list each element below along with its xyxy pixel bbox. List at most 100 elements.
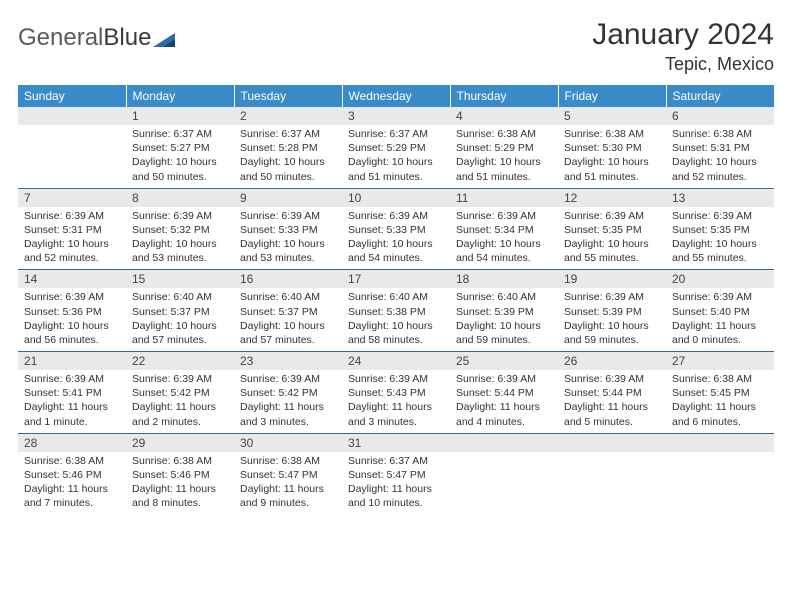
daylight-text-2: and 52 minutes. (672, 170, 768, 184)
day-number: 15 (126, 270, 234, 288)
daylight-text-2: and 50 minutes. (240, 170, 336, 184)
calendar-cell: 20 Sunrise: 6:39 AMSunset: 5:40 PMDayligh… (666, 270, 774, 352)
calendar-cell: 24Sunrise: 6:39 AMSunset: 5:43 PMDayligh… (342, 352, 450, 434)
day-content: Sunrise: 6:39 AMSunset: 5:31 PMDaylight:… (18, 207, 126, 270)
daylight-text-1: Daylight: 10 hours (564, 319, 660, 333)
day-number: 26 (558, 352, 666, 370)
calendar-cell: 18Sunrise: 6:40 AMSunset: 5:39 PMDayligh… (450, 270, 558, 352)
sunrise-text: Sunrise: 6:38 AM (132, 454, 228, 468)
daylight-text-1: Daylight: 10 hours (348, 319, 444, 333)
sunset-text: Sunset: 5:29 PM (348, 141, 444, 155)
sunrise-text: Sunrise: 6:38 AM (24, 454, 120, 468)
daylight-text-1: Daylight: 11 hours (240, 482, 336, 496)
day-number (450, 434, 558, 452)
daylight-text-1: Daylight: 11 hours (132, 482, 228, 496)
month-title: January 2024 (592, 18, 774, 52)
sunset-text: Sunset: 5:33 PM (240, 223, 336, 237)
daylight-text-1: Daylight: 11 hours (564, 400, 660, 414)
daylight-text-2: and 57 minutes. (132, 333, 228, 347)
sunrise-text: Sunrise: 6:39 AM (456, 209, 552, 223)
daylight-text-2: and 9 minutes. (240, 496, 336, 510)
sunset-text: Sunset: 5:47 PM (240, 468, 336, 482)
calendar-cell: 11Sunrise: 6:39 AMSunset: 5:34 PMDayligh… (450, 188, 558, 270)
sunset-text: Sunset: 5:44 PM (456, 386, 552, 400)
sunrise-text: Sunrise: 6:38 AM (672, 372, 768, 386)
sunrise-text: Sunrise: 6:40 AM (240, 290, 336, 304)
daylight-text-2: and 7 minutes. (24, 496, 120, 510)
calendar-week: 21Sunrise: 6:39 AMSunset: 5:41 PMDayligh… (18, 352, 774, 434)
day-number: 17 (342, 270, 450, 288)
daylight-text-1: Daylight: 10 hours (456, 155, 552, 169)
daylight-text-1: Daylight: 10 hours (456, 237, 552, 251)
calendar-cell: 2Sunrise: 6:37 AMSunset: 5:28 PMDaylight… (234, 107, 342, 188)
day-number: 18 (450, 270, 558, 288)
calendar-cell (666, 433, 774, 514)
daylight-text-1: Daylight: 10 hours (132, 155, 228, 169)
daylight-text-2: and 8 minutes. (132, 496, 228, 510)
location: Tepic, Mexico (592, 54, 774, 75)
day-content: Sunrise: 6:40 AMSunset: 5:37 PMDaylight:… (234, 288, 342, 351)
header: GeneralBlue January 2024 Tepic, Mexico (18, 18, 774, 75)
sunset-text: Sunset: 5:28 PM (240, 141, 336, 155)
daylight-text-1: Daylight: 10 hours (564, 155, 660, 169)
logo: GeneralBlue (18, 18, 175, 52)
day-content: Sunrise: 6:39 AMSunset: 5:42 PMDaylight:… (126, 370, 234, 433)
sunset-text: Sunset: 5:40 PM (672, 305, 768, 319)
day-content: Sunrise: 6:39 AMSunset: 5:42 PMDaylight:… (234, 370, 342, 433)
day-content: Sunrise: 6:37 AMSunset: 5:29 PMDaylight:… (342, 125, 450, 188)
calendar-cell: 31Sunrise: 6:37 AMSunset: 5:47 PMDayligh… (342, 433, 450, 514)
day-content: Sunrise: 6:39 AMSunset: 5:44 PMDaylight:… (558, 370, 666, 433)
sunset-text: Sunset: 5:45 PM (672, 386, 768, 400)
sunset-text: Sunset: 5:35 PM (564, 223, 660, 237)
day-number: 11 (450, 189, 558, 207)
sunset-text: Sunset: 5:47 PM (348, 468, 444, 482)
daylight-text-2: and 53 minutes. (240, 251, 336, 265)
sunset-text: Sunset: 5:42 PM (240, 386, 336, 400)
daylight-text-1: Daylight: 10 hours (564, 237, 660, 251)
day-number (558, 434, 666, 452)
day-content: Sunrise: 6:38 AMSunset: 5:30 PMDaylight:… (558, 125, 666, 188)
sunrise-text: Sunrise: 6:37 AM (132, 127, 228, 141)
logo-word2: Blue (103, 24, 151, 51)
calendar-week: 28Sunrise: 6:38 AMSunset: 5:46 PMDayligh… (18, 433, 774, 514)
sunrise-text: Sunrise: 6:39 AM (240, 209, 336, 223)
sunrise-text: Sunrise: 6:39 AM (672, 290, 768, 304)
day-content: Sunrise: 6:39 AMSunset: 5:36 PMDaylight:… (18, 288, 126, 351)
sunset-text: Sunset: 5:46 PM (24, 468, 120, 482)
sunset-text: Sunset: 5:39 PM (456, 305, 552, 319)
day-content (18, 125, 126, 187)
daylight-text-1: Daylight: 10 hours (132, 319, 228, 333)
daylight-text-1: Daylight: 10 hours (348, 155, 444, 169)
calendar-cell: 15Sunrise: 6:40 AMSunset: 5:37 PMDayligh… (126, 270, 234, 352)
sunrise-text: Sunrise: 6:39 AM (564, 372, 660, 386)
calendar-table: SundayMondayTuesdayWednesdayThursdayFrid… (18, 85, 774, 514)
calendar-cell: 26Sunrise: 6:39 AMSunset: 5:44 PMDayligh… (558, 352, 666, 434)
daylight-text-2: and 56 minutes. (24, 333, 120, 347)
sunset-text: Sunset: 5:46 PM (132, 468, 228, 482)
calendar-body: 1Sunrise: 6:37 AMSunset: 5:27 PMDaylight… (18, 107, 774, 514)
sunrise-text: Sunrise: 6:39 AM (132, 372, 228, 386)
daylight-text-1: Daylight: 11 hours (24, 400, 120, 414)
sunrise-text: Sunrise: 6:39 AM (240, 372, 336, 386)
sunrise-text: Sunrise: 6:37 AM (348, 454, 444, 468)
day-content: Sunrise: 6:39 AMSunset: 5:34 PMDaylight:… (450, 207, 558, 270)
daylight-text-1: Daylight: 11 hours (672, 319, 768, 333)
daylight-text-1: Daylight: 11 hours (348, 400, 444, 414)
day-content: Sunrise: 6:37 AMSunset: 5:47 PMDaylight:… (342, 452, 450, 515)
day-content: Sunrise: 6:39 AMSunset: 5:35 PMDaylight:… (558, 207, 666, 270)
sunrise-text: Sunrise: 6:40 AM (456, 290, 552, 304)
sunset-text: Sunset: 5:37 PM (240, 305, 336, 319)
day-content: Sunrise: 6:39 AMSunset: 5:39 PMDaylight:… (558, 288, 666, 351)
day-number: 20 (666, 270, 774, 288)
calendar-head: SundayMondayTuesdayWednesdayThursdayFrid… (18, 85, 774, 107)
day-content: Sunrise: 6:38 AMSunset: 5:47 PMDaylight:… (234, 452, 342, 515)
daylight-text-1: Daylight: 11 hours (456, 400, 552, 414)
day-content: Sunrise: 6:40 AMSunset: 5:38 PMDaylight:… (342, 288, 450, 351)
day-content: Sunrise: 6:39 AMSunset: 5:32 PMDaylight:… (126, 207, 234, 270)
day-content: Sunrise: 6:40 AMSunset: 5:39 PMDaylight:… (450, 288, 558, 351)
sunrise-text: Sunrise: 6:39 AM (348, 372, 444, 386)
day-number: 19 (558, 270, 666, 288)
sunset-text: Sunset: 5:31 PM (672, 141, 768, 155)
sunset-text: Sunset: 5:33 PM (348, 223, 444, 237)
daylight-text-2: and 54 minutes. (456, 251, 552, 265)
